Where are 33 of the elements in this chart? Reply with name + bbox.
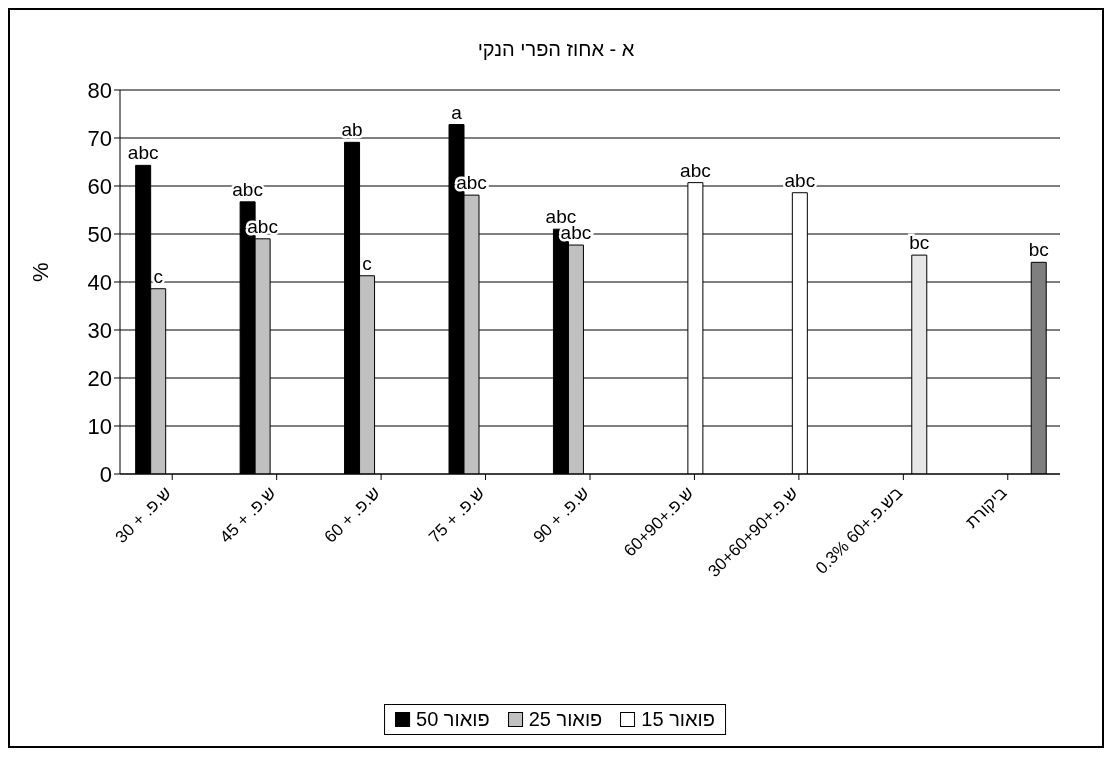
x-tick-label: ש.פ. + 60 [320,483,384,547]
y-tick-label: 20 [87,365,112,391]
y-tick-label: 40 [87,269,112,295]
y-tick-label: 50 [87,221,112,247]
x-tick-label: ש.פ.+60+90 [620,483,698,561]
legend-label: פואור 15 [641,708,715,731]
y-tick-label: 60 [87,173,112,199]
data-label: c [362,252,372,274]
x-tick-label: ש.פ.+30+60+90 [704,483,802,581]
y-tick-label: 10 [87,413,112,439]
data-label: bc [1028,239,1049,261]
y-tick-label: 80 [87,77,112,103]
data-label: abc [232,178,263,200]
data-label: a [451,101,463,123]
x-tick-label: ש.פ. + 75 [425,483,489,547]
data-label: ab [341,119,363,141]
data-label: bc [909,232,930,254]
legend-label: פואור 25 [528,708,603,731]
data-label: abc [680,159,711,181]
x-tick-label: 0.3% בש.פ.+60 [811,483,907,578]
y-tick-label: 0 [99,461,112,487]
data-label: abc [784,169,816,191]
data-label: c [153,265,163,287]
x-tick-label: ש.פ. + 45 [216,483,280,547]
y-tick-label: 70 [87,125,112,151]
y-tick-label: 30 [87,317,112,343]
x-tick-label: ביקורת [962,483,1011,532]
data-label: abc [127,142,159,164]
x-tick-label: ש.פ. + 30 [111,483,176,547]
x-tick-label: ש.פ. + 90 [529,483,593,547]
legend-label: פואור 50 [416,708,490,731]
chart-title: א - אחוז הפרי הנקי [476,37,636,62]
y-axis-title: % [27,262,53,282]
